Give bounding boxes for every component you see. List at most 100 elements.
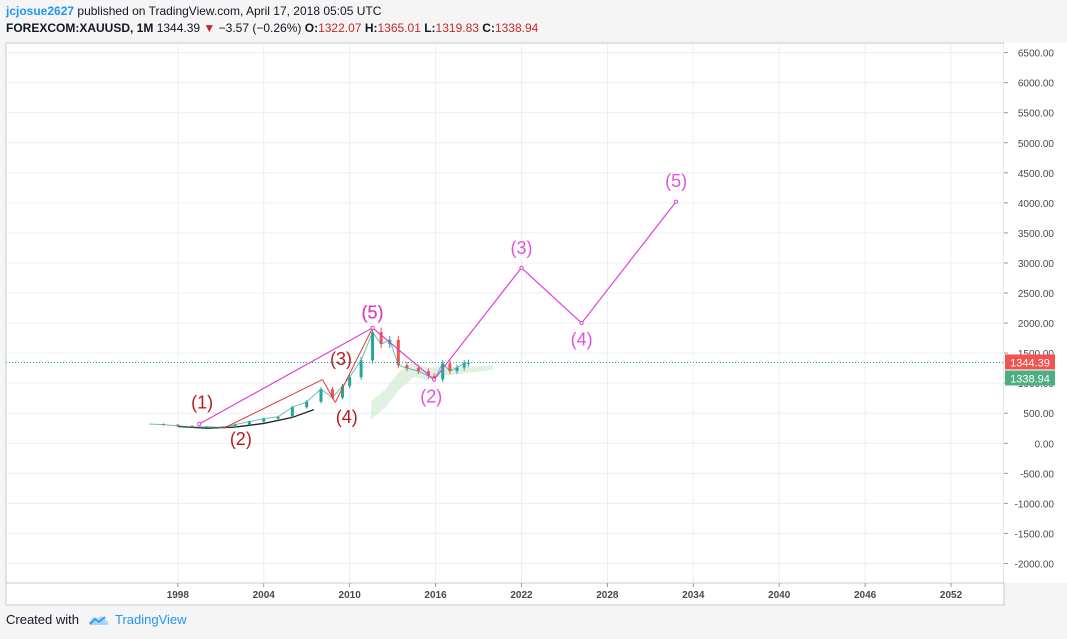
low-label: L: (424, 21, 436, 35)
candle-body (247, 421, 251, 425)
time-axis-area[interactable] (5, 582, 1005, 606)
last-price: 1344.39 (156, 21, 201, 35)
candle-body (305, 401, 309, 408)
y-tick-label: -500.00 (1020, 469, 1054, 480)
low-value: 1319.83 (435, 21, 479, 35)
published-text: published on TradingView.com, April 17, … (77, 4, 382, 18)
publish-line: jcjosue2627 published on TradingView.com… (6, 3, 1056, 20)
candle-body (262, 418, 266, 422)
x-tick-label: 2028 (596, 590, 619, 601)
projection-wave-segment (433, 267, 522, 380)
projection-wave-point (674, 199, 679, 204)
inner-wave-label: (5) (362, 302, 384, 322)
close-price-badge-text: 1338.94 (1010, 373, 1050, 385)
y-tick-label: 5000.00 (1018, 139, 1055, 150)
tradingview-cloud-icon (88, 615, 109, 625)
candle-body (290, 407, 294, 417)
ichimoku-cloud (371, 362, 493, 420)
open-label: O: (304, 21, 319, 35)
inner-wave-label: (1) (191, 392, 213, 412)
author-link[interactable]: jcjosue2627 (6, 4, 75, 18)
x-tick-label: 2004 (253, 590, 276, 601)
candle-body (319, 389, 323, 402)
y-tick-label: 2500.00 (1018, 289, 1055, 300)
created-with-text: Created with (6, 612, 79, 627)
y-tick-label: -2000.00 (1015, 559, 1055, 570)
x-tick-label: 2040 (768, 590, 791, 601)
close-label: C: (482, 21, 495, 35)
x-tick-label: 2052 (940, 590, 963, 601)
x-tick-label: 2034 (682, 590, 705, 601)
inner-wave-label: (3) (330, 349, 352, 369)
high-value: 1365.01 (377, 21, 421, 35)
elliott-waves: (1)(2)(3)(4)(5)(5)(2)(3)(4)(5) (191, 171, 687, 449)
projection-wave-point (370, 325, 375, 330)
projection-wave-label: (4) (571, 329, 593, 349)
candle-body (276, 416, 280, 419)
projection-wave-point (197, 421, 202, 427)
last-price-badge (1005, 354, 1055, 370)
y-tick-label: 4500.00 (1018, 169, 1055, 180)
y-tick-label: -1500.00 (1015, 529, 1055, 540)
grid (6, 43, 1004, 583)
projection-wave-point (579, 320, 584, 326)
close-price-badge (1005, 370, 1055, 386)
y-tick-label: 3000.00 (1018, 259, 1055, 270)
inner-wave-segment (322, 379, 336, 403)
candle-body (190, 425, 194, 428)
axes: 1998 2004 2010 2016 2022 2028 2034 2040 2046 2052… (167, 49, 1055, 601)
tradingview-link[interactable]: TradingView (87, 612, 187, 627)
x-tick-label: 2046 (854, 590, 877, 601)
high-label: H: (364, 21, 378, 35)
price-axis-area[interactable] (1004, 43, 1067, 583)
projection-wave-segment (199, 327, 373, 425)
plot-area[interactable] (5, 42, 1005, 584)
projection-wave-segment (372, 327, 435, 381)
open-value: 1322.07 (318, 21, 362, 35)
footer: Created with TradingView (6, 612, 187, 627)
candle-body (416, 368, 420, 372)
candle-body (396, 339, 400, 366)
inner-wave-segment (223, 379, 323, 429)
chart-header: jcjosue2627 published on TradingView.com… (6, 3, 1056, 37)
candle-body (371, 332, 375, 361)
ichimoku-cloud-area (371, 362, 493, 420)
x-tick-label: 1998 (167, 590, 190, 601)
y-tick-label: 3500.00 (1018, 229, 1055, 240)
candle-body (176, 424, 180, 426)
y-tick-label: 4000.00 (1018, 199, 1055, 210)
projection-wave-point (519, 265, 524, 270)
candle-body (455, 367, 459, 372)
projection-wave-point (432, 377, 437, 382)
y-tick-label: 6000.00 (1018, 79, 1055, 90)
symbol-line: FOREXCOM:XAUUSD, 1M 1344.39 ▼ −3.57 (−0.… (6, 20, 1056, 37)
x-tick-label: 2016 (424, 590, 447, 601)
candle-body (441, 363, 445, 380)
candle-body (233, 424, 237, 428)
price-change: −3.57 (−0.26%) (218, 21, 302, 35)
last-price-badge-text: 1344.39 (1010, 357, 1050, 369)
candle-body (426, 371, 430, 376)
inner-wave-label: (2) (230, 429, 252, 449)
y-tick-label: -1000.00 (1015, 499, 1055, 510)
x-tick-label: 2010 (339, 590, 362, 601)
close-value: 1338.94 (494, 21, 539, 35)
y-tick-label: 500.00 (1023, 409, 1054, 420)
down-arrow-icon: ▼ (203, 21, 216, 35)
candle-body (348, 377, 352, 387)
candle-body (462, 363, 466, 368)
projection-wave-label: (2) (420, 386, 442, 406)
projection-wave-segment (581, 201, 677, 324)
inner-wave-label: (4) (336, 407, 358, 427)
candle-body (359, 360, 363, 378)
candle-body (340, 386, 344, 398)
symbol-name[interactable]: FOREXCOM:XAUUSD, 1M (6, 21, 154, 35)
projection-wave-label: (5) (362, 302, 384, 322)
tradingview-brand-text: TradingView (114, 612, 187, 627)
candle-body (330, 389, 334, 398)
x-tick-label: 2022 (510, 590, 533, 601)
candle-body (448, 363, 452, 372)
candle-body (405, 365, 409, 369)
projection-wave-label: (3) (510, 238, 532, 258)
